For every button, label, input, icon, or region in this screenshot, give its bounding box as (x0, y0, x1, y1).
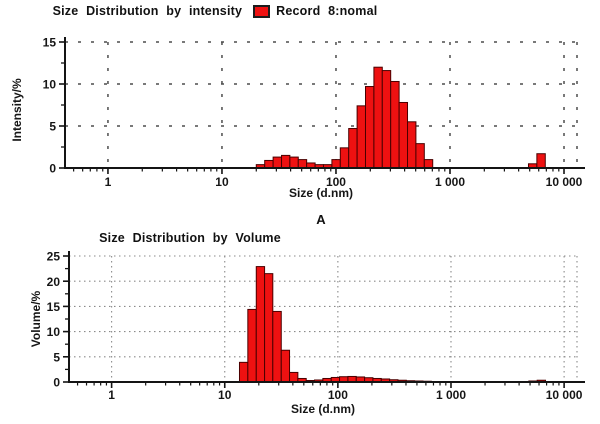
x-tick-label: 1 (108, 388, 115, 402)
histogram-bar (398, 101, 409, 169)
y-axis-label: Intensity/% (10, 78, 24, 142)
y-tick-label: 25 (47, 250, 61, 264)
legend-swatch-icon (253, 4, 271, 18)
histogram-bar (289, 156, 299, 169)
y-tick-label: 5 (49, 120, 56, 134)
histogram-bar (381, 70, 392, 169)
histogram-bar (356, 105, 366, 169)
x-tick-label: 100 (326, 175, 346, 189)
x-axis-label: Size (d.nm) (291, 402, 355, 416)
histogram-bar (348, 128, 358, 169)
histogram-bar (264, 273, 274, 383)
y-axis-label: Volume/% (29, 290, 43, 347)
histogram-bar (289, 371, 299, 383)
y-tick-label: 15 (43, 36, 57, 50)
legend-record-label: Record 8:nomal (276, 4, 378, 18)
histogram-bar (281, 154, 291, 169)
y-tick-label: 0 (53, 376, 60, 390)
y-tick-label: 10 (47, 325, 61, 339)
histogram-bar (390, 80, 400, 169)
histogram-bar (255, 266, 266, 383)
intensity-chart-legend: Record 8:nomal (253, 4, 377, 18)
histogram-bar (297, 159, 308, 169)
x-tick-label: 100 (328, 388, 348, 402)
x-tick-label: 10 (218, 388, 232, 402)
histogram-bar (264, 159, 274, 169)
histogram-bar (373, 66, 383, 169)
histogram-bar (364, 86, 375, 169)
histogram-bar (407, 121, 417, 169)
intensity-chart: 0 5 10 15 1 10 100 1 000 10 000 Size (d.nm) Intens… (10, 36, 585, 200)
x-tick-label: 10 000 (546, 175, 583, 189)
x-tick-label: 1 000 (436, 388, 466, 402)
intensity-chart-header: Size Distribution by intensity Record 8:… (0, 4, 430, 18)
volume-chart-title: Size Distribution by Volume (99, 231, 281, 245)
histogram-bar (272, 156, 283, 169)
x-axis-label: Size (d.nm) (289, 186, 353, 200)
y-tick-label: 20 (47, 275, 61, 289)
volume-chart: 0 5 10 15 20 25 1 10 100 1 000 10 000 Size (d.nm) Vo… (29, 250, 585, 416)
panel-a-label: A (316, 212, 326, 227)
histogram-bar (339, 147, 350, 169)
histogram-bar (536, 153, 546, 169)
intensity-chart-title: Size Distribution by intensity (52, 4, 243, 18)
x-tick-label: 1 000 (435, 175, 465, 189)
x-tick-label: 10 000 (546, 388, 583, 402)
y-tick-label: 15 (47, 300, 61, 314)
x-tick-label: 1 (105, 175, 112, 189)
y-tick-label: 5 (53, 350, 60, 364)
histogram-bar (280, 349, 291, 383)
histogram-bar (238, 361, 249, 383)
histogram-bar (272, 310, 282, 383)
y-tick-label: 0 (49, 162, 56, 176)
volume-chart-header: Size Distribution by Volume (0, 231, 380, 245)
y-tick-label: 10 (43, 78, 57, 92)
histogram-bar (247, 308, 257, 383)
histogram-bar (415, 143, 425, 169)
x-tick-label: 10 (215, 175, 229, 189)
histogram-bar (423, 159, 434, 169)
histogram-bar (331, 159, 341, 169)
